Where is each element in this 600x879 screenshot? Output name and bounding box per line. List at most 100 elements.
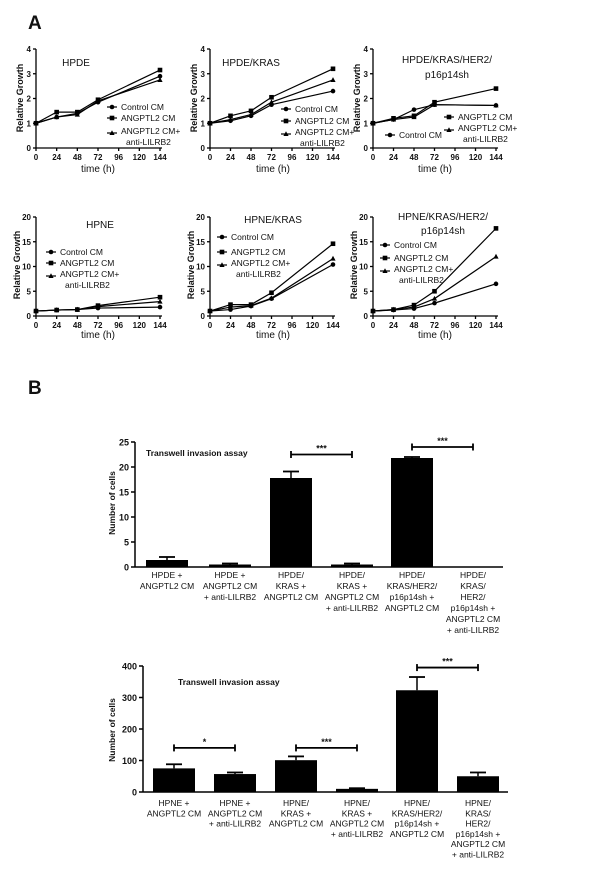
x-tick-label: 48 <box>410 321 419 330</box>
data-point <box>33 308 39 314</box>
x-tick-label: 144 <box>326 153 340 162</box>
category-label-line: ANGPTL2 CM <box>140 581 194 591</box>
data-point <box>157 67 163 73</box>
category-label-line: ANGPTL2 CM <box>264 592 318 602</box>
x-tick-label: 48 <box>73 153 82 162</box>
y-tick-label: 20 <box>22 213 31 222</box>
y-tick-label: 25 <box>119 438 129 448</box>
category-label-line: HPDE/ <box>460 570 487 580</box>
category-label-line: HER2/ <box>465 819 491 829</box>
category-label-line: ANGPTL2 CM <box>446 614 500 624</box>
data-point <box>248 302 254 308</box>
significance-bracket: *** <box>290 444 353 458</box>
x-tick-label: 24 <box>226 153 235 162</box>
legend-label: Control CM <box>231 232 274 242</box>
x-tick-label: 48 <box>247 321 256 330</box>
x-tick-label: 48 <box>73 321 82 330</box>
x-axis-label: time (h) <box>81 330 115 341</box>
category-label-line: ANGPTL2 CM <box>208 808 262 818</box>
data-point <box>330 88 336 94</box>
y-tick-label: 4 <box>27 45 32 54</box>
data-point <box>157 77 163 82</box>
x-tick-label: 120 <box>469 321 483 330</box>
panel-label-a: A <box>28 13 42 34</box>
circle-marker <box>283 106 289 112</box>
legend-item: Control CM <box>217 232 274 242</box>
category-label-line: ANGPTL2 CM <box>147 808 201 818</box>
y-tick-label: 4 <box>201 45 206 54</box>
x-tick-label: 72 <box>267 321 276 330</box>
y-tick-label: 15 <box>119 488 129 498</box>
significance-bracket: *** <box>295 737 358 752</box>
significance-bracket: *** <box>411 436 474 451</box>
data-point <box>228 113 233 119</box>
x-tick-label: 0 <box>371 321 376 330</box>
series-triangle <box>33 77 163 126</box>
y-axis-label: Relative Growth <box>186 231 196 300</box>
series-triangle <box>33 298 163 314</box>
legend-label-line: ANGPTL2 CM+ <box>121 126 180 136</box>
legend-label: Control CM <box>121 102 164 112</box>
legend-item: Control CM <box>385 130 442 140</box>
y-tick-label: 3 <box>364 70 369 79</box>
chart-title: Transwell invasion assay <box>178 677 280 687</box>
x-tick-label: 48 <box>410 153 419 162</box>
data-point <box>330 255 336 261</box>
category-label: HPNE/KRAS + ANGPTL2 CM <box>269 798 323 829</box>
category-label-line: + anti-LILRB2 <box>447 625 499 635</box>
category-label-line: HPDE + <box>152 570 183 580</box>
data-point <box>74 111 80 117</box>
legend-label: ANGPTL2 CM+ anti-LILRB2 <box>231 258 290 279</box>
data-point <box>432 300 437 306</box>
chart-title-line: p16p14sh <box>425 70 469 81</box>
category-label-line: p16p14sh + <box>451 603 496 613</box>
x-tick-label: 96 <box>288 153 297 162</box>
category-label-line: + anti-LILRB2 <box>209 819 261 829</box>
x-tick-label: 120 <box>306 153 320 162</box>
significance-bracket: *** <box>416 657 479 672</box>
data-point <box>330 241 336 247</box>
data-point <box>411 304 417 310</box>
bar <box>457 776 499 792</box>
chart-title: HPDE/KRAS/HER2/p16p14sh <box>402 55 492 81</box>
x-tick-label: 24 <box>52 153 61 162</box>
legend-label: ANGPTL2 CM <box>295 116 349 126</box>
x-tick-label: 144 <box>489 321 503 330</box>
chart-title-line: HPNE/KRAS/HER2/ <box>398 212 488 223</box>
x-tick-label: 72 <box>430 321 439 330</box>
legend-item: ANGPTL2 CM+ anti-LILRB2 <box>46 269 119 290</box>
line-chart-5: 0 24 48 72 96 120 144 0 5 10 15 20 time (h) Relative … <box>186 213 340 341</box>
legend-item: ANGPTL2 CM <box>380 253 448 263</box>
line-chart-1: 0 24 48 72 96 120 144 0 1 2 3 4 time (h) Relative Gro… <box>15 45 180 175</box>
circle-marker <box>48 249 54 255</box>
legend-item: Control CM <box>107 102 164 112</box>
data-point <box>431 295 438 301</box>
x-tick-label: 72 <box>94 153 103 162</box>
category-label-line: HPNE/ <box>283 798 310 808</box>
category-label-line: HPNE/ <box>344 798 371 808</box>
bar <box>331 564 373 567</box>
legend-item: ANGPTL2 CM+ anti-LILRB2 <box>107 126 180 147</box>
circle-marker <box>382 242 388 248</box>
legend-label-line: ANGPTL2 CM+ <box>231 258 290 268</box>
y-axis-label: Number of cells <box>107 698 117 762</box>
data-point <box>95 303 101 309</box>
category-label-line: p16p14sh + <box>395 819 440 829</box>
y-tick-label: 2 <box>364 95 369 104</box>
category-label-line: KRAS/ <box>465 808 491 818</box>
chart-title-line: HPDE/KRAS/HER2/ <box>402 55 492 66</box>
legend-label: ANGPTL2 CM+ anti-LILRB2 <box>121 126 180 147</box>
y-tick-label: 5 <box>201 287 206 296</box>
y-axis-label: Relative Growth <box>12 231 22 300</box>
legend-label: ANGPTL2 CM+ anti-LILRB2 <box>394 264 453 285</box>
x-tick-label: 144 <box>326 321 340 330</box>
y-tick-label: 15 <box>359 238 368 247</box>
legend-label: ANGPTL2 CM <box>458 112 512 122</box>
category-label-line: + anti-LILRB2 <box>326 603 378 613</box>
chart-title: HPDE/KRAS <box>222 58 280 69</box>
x-tick-label: 120 <box>306 321 320 330</box>
y-tick-label: 15 <box>196 238 205 247</box>
category-label: HPDE/KRAS/HER2/p16p14sh + ANGPTL2 CM <box>385 570 439 613</box>
category-label-line: KRAS/ <box>460 581 486 591</box>
y-axis-label: Number of cells <box>107 471 117 535</box>
